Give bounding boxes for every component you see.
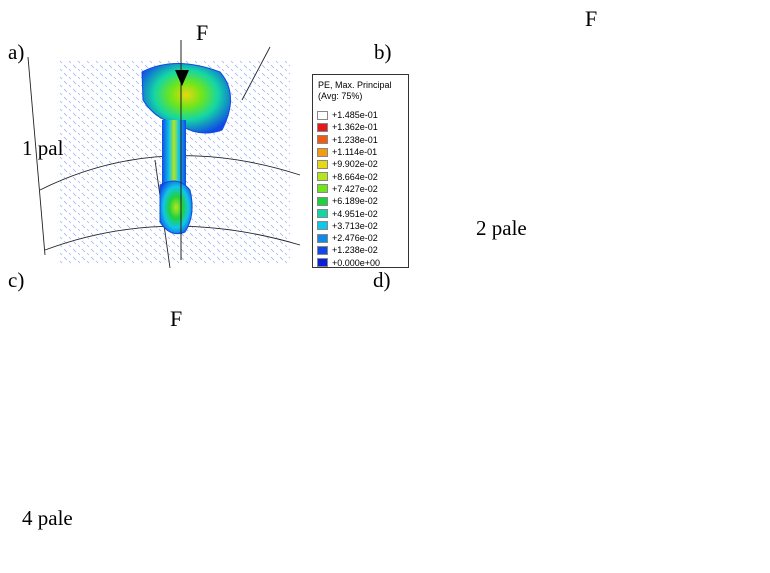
legend-value: +1.114e-01: [332, 147, 378, 158]
panel-c-force-label: F: [170, 306, 183, 331]
legend-row: +7.427e-02: [317, 183, 380, 195]
panel-c-pile-label: 4 pale: [22, 506, 73, 530]
legend-value: +1.362e-01: [332, 122, 378, 133]
legend-swatch: [317, 172, 328, 182]
legend-row: +6.189e-02: [317, 195, 380, 207]
panel-b-letter: b): [374, 40, 392, 64]
panel-a-pile-label: 1 pal: [22, 136, 64, 160]
legend-swatch: [317, 209, 328, 219]
legend-value: +9.902e-02: [332, 159, 378, 170]
legend-row: +9.902e-02: [317, 158, 380, 170]
legend-value: +3.713e-02: [332, 220, 378, 231]
legend-value: +1.238e-01: [332, 134, 378, 145]
legend-value: +1.238e-02: [332, 245, 378, 256]
legend-row: +1.114e-01: [317, 146, 380, 158]
legend-row: +0.000e+00: [317, 257, 380, 269]
legend-row: +1.485e-01: [317, 109, 380, 121]
legend-swatch: [317, 147, 328, 157]
legend-value: +8.664e-02: [332, 171, 378, 182]
legend-row: +1.362e-01: [317, 121, 380, 133]
legend-value: +7.427e-02: [332, 183, 378, 194]
legend-value: +0.000e+00: [332, 257, 381, 268]
legend-swatch: [317, 258, 328, 268]
legend-row: +4.951e-02: [317, 207, 380, 219]
legend-title: PE, Max. Principal (Avg: 75%): [318, 80, 408, 102]
panel-a-letter: a): [8, 40, 25, 64]
panel-c-letter: c): [8, 268, 25, 292]
legend-scale: +1.485e-01 +1.362e-01 +1.238e-01 +1.114e-01…: [317, 109, 380, 269]
legend-title-line: (Avg: 75%): [318, 91, 363, 101]
legend-title-line: PE, Max. Principal: [318, 80, 392, 90]
legend-value: +6.189e-02: [332, 196, 378, 207]
legend-swatch: [317, 221, 328, 231]
legend-value: +4.951e-02: [332, 208, 378, 219]
legend-value: +1.485e-01: [332, 110, 378, 121]
legend-swatch: [317, 110, 328, 120]
legend-row: +3.713e-02: [317, 220, 380, 232]
panel-b-force-label: F: [585, 6, 598, 31]
legend-swatch: [317, 245, 328, 255]
legend-row: +1.238e-02: [317, 244, 380, 256]
panel-d-letter: d): [373, 268, 391, 292]
legend-swatch: [317, 184, 328, 194]
legend-swatch: [317, 233, 328, 243]
legend-swatch: [317, 122, 328, 132]
legend-swatch: [317, 135, 328, 145]
legend-swatch: [317, 196, 328, 206]
legend-row: +2.476e-02: [317, 232, 380, 244]
panel-b-pile-label: 2 pale: [476, 216, 527, 240]
panel-a-force-label: F: [196, 20, 209, 45]
legend-value: +2.476e-02: [332, 233, 378, 244]
legend-row: +8.664e-02: [317, 170, 380, 182]
legend-swatch: [317, 159, 328, 169]
contour-legend: PE, Max. Principal (Avg: 75%) +1.485e-01…: [312, 74, 409, 268]
legend-row: +1.238e-01: [317, 134, 380, 146]
